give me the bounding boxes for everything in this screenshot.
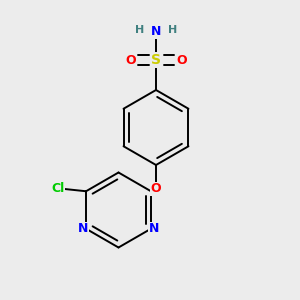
Text: O: O: [125, 53, 136, 67]
Text: N: N: [149, 222, 159, 235]
Text: H: H: [168, 25, 177, 35]
Text: O: O: [176, 53, 187, 67]
Text: Cl: Cl: [51, 182, 64, 195]
Text: S: S: [151, 53, 161, 67]
Text: O: O: [151, 182, 161, 196]
Text: N: N: [151, 25, 161, 38]
Text: H: H: [135, 25, 144, 35]
Text: N: N: [78, 222, 88, 235]
